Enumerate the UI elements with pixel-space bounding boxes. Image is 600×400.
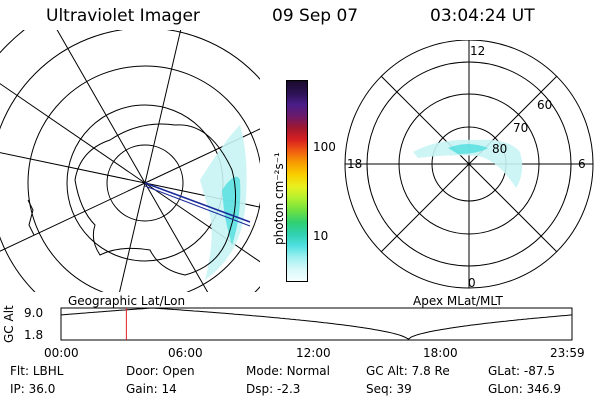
filter-info: Flt: LBHL [10,364,64,378]
date: 09 Sep 07 [272,6,359,26]
mlat-label-60: 60 [537,98,553,112]
title: Ultraviolet Imager [46,6,200,26]
ip-info: IP: 36.0 [10,382,56,396]
dsp-info: Dsp: -2.3 [246,382,301,396]
antarctica-outline [74,123,236,276]
x-tick-0000: 00:00 [44,346,79,360]
geographic-map [0,30,260,292]
altitude-plot-frame [60,307,573,341]
colorbar-unit-label: photon cm⁻²s⁻¹ [272,152,286,245]
mlt-label-6: 6 [578,157,586,171]
seq-info: Seq: 39 [366,382,412,396]
lat-circle-outer [27,65,260,292]
mlt-label-0: 0 [468,276,476,290]
mode-info: Mode: Normal [246,364,330,378]
colorbar-tick-10: 10 [313,229,329,243]
altitude-curve [60,307,573,340]
mlt-label-12: 12 [470,44,486,58]
door-info: Door: Open [126,364,195,378]
x-tick-1800: 18:00 [423,346,458,360]
glon-info: GLon: 346.9 [488,382,561,396]
mlat-label-80: 80 [492,142,508,156]
altitude-ymax: 9.0 [24,306,44,320]
lat-circle-inner [106,144,184,222]
time: 03:04:24 UT [430,6,535,26]
gcalt-info: GC Alt: 7.8 Re [366,364,450,378]
colorbar-tick-100: 100 [313,140,336,154]
mlt-label-18: 18 [347,157,363,171]
x-tick-2359: 23:59 [550,346,585,360]
glat-info: GLat: -87.5 [488,364,555,378]
altitude-ylabel: GC Alt [2,305,16,343]
magnetic-map [344,40,594,289]
mlat-label-70: 70 [513,121,529,135]
altitude-plot [60,307,573,341]
aurora-oval [413,139,523,188]
gain-info: Gain: 14 [126,382,177,396]
x-tick-0600: 06:00 [168,346,203,360]
left-map-caption: Geographic Lat/Lon [68,294,186,308]
x-tick-1200: 12:00 [296,346,331,360]
colorbar [286,80,308,282]
orbit-track [144,182,251,223]
aurora-emission [200,125,247,280]
right-map-caption: Apex MLat/MLT [413,294,503,308]
altitude-ymin: 1.8 [24,328,44,342]
